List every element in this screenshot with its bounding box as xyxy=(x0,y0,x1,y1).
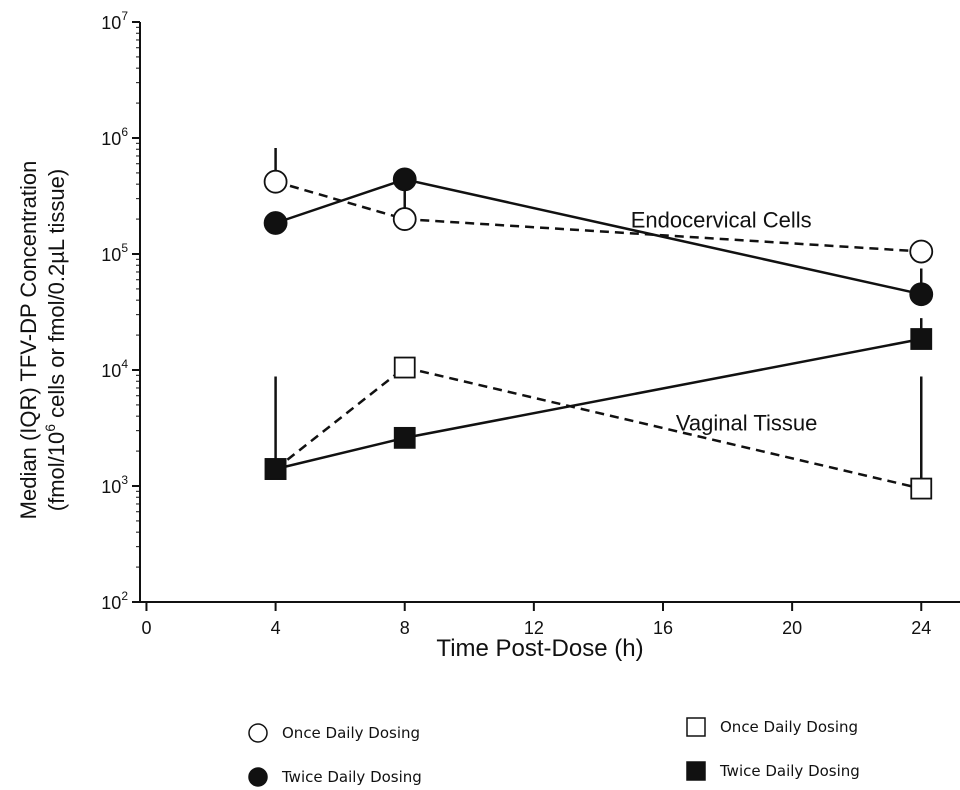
data-point xyxy=(909,239,934,264)
y-tick-label: 102 xyxy=(101,589,128,613)
y-tick-label: 103 xyxy=(101,473,128,497)
y-tick-base: 10 xyxy=(101,477,121,497)
x-tick-label: 20 xyxy=(782,618,802,638)
x-tick-label: 24 xyxy=(911,618,931,638)
y-axis-title-part2: cells or fmol/0.2µL tissue) xyxy=(44,169,69,424)
data-point xyxy=(910,328,933,350)
data-point xyxy=(263,211,288,235)
data-point xyxy=(264,458,287,480)
x-tick-label: 4 xyxy=(271,618,281,638)
y-tick-exponent: 4 xyxy=(121,357,128,371)
data-point xyxy=(392,207,417,231)
y-axis-title-line2: (fmol/106 cells or fmol/0.2µL tissue) xyxy=(42,169,69,511)
y-axis-title-line1: Median (IQR) TFV-DP Concentration xyxy=(16,161,41,520)
series-line xyxy=(275,180,922,253)
series-tissue-twice xyxy=(264,318,933,480)
data-point xyxy=(393,426,416,449)
data-point xyxy=(910,477,933,500)
series-cells-once xyxy=(263,147,934,264)
y-tick-label: 105 xyxy=(101,241,128,265)
x-tick-label: 12 xyxy=(524,618,544,638)
annotation-label: Vaginal Tissue xyxy=(676,411,817,436)
y-tick-base: 10 xyxy=(101,593,121,613)
y-tick-exponent: 3 xyxy=(121,473,128,487)
legend-label: Twice Daily Dosing xyxy=(281,768,422,786)
y-tick-base: 10 xyxy=(101,13,121,33)
legend-marker xyxy=(686,717,706,737)
annotation-label: Endocervical Cells xyxy=(631,207,812,232)
y-tick-base: 10 xyxy=(101,361,121,381)
legend-label: Once Daily Dosing xyxy=(282,724,420,742)
y-tick-exponent: 7 xyxy=(121,9,128,23)
legend-label: Twice Daily Dosing xyxy=(719,762,860,780)
series-line xyxy=(275,337,922,471)
y-tick-exponent: 6 xyxy=(121,125,128,139)
data-point xyxy=(263,169,288,194)
series-cells-twice xyxy=(263,167,934,307)
x-tick-label: 16 xyxy=(653,618,673,638)
y-tick-base: 10 xyxy=(101,129,121,149)
legend: Once Daily Dosing Twice Daily Dosing Once … xyxy=(248,717,860,787)
y-tick-label: 104 xyxy=(101,357,128,381)
data-point xyxy=(393,356,416,379)
y-tick-label: 107 xyxy=(101,9,128,33)
x-axis-title: Time Post-Dose (h) xyxy=(436,635,643,662)
data-point xyxy=(909,282,934,307)
y-tick-label: 106 xyxy=(101,125,128,149)
series-tissue-once xyxy=(264,356,933,500)
y-tick-base: 10 xyxy=(101,245,121,265)
series-line xyxy=(274,366,922,490)
annotations: Endocervical Cells Vaginal Tissue xyxy=(631,207,818,435)
x-tick-label: 0 xyxy=(141,618,151,638)
x-tick-label: 8 xyxy=(400,618,410,638)
series-line xyxy=(275,178,922,296)
axes xyxy=(139,22,960,603)
y-axis-title-part1: (fmol/10 xyxy=(44,432,69,511)
legend-marker xyxy=(248,767,268,787)
series xyxy=(263,147,934,500)
y-tick-exponent: 2 xyxy=(121,589,128,603)
data-point xyxy=(392,167,417,192)
y-tick-exponent: 5 xyxy=(121,241,128,255)
y-axis-title: Median (IQR) TFV-DP Concentration (fmol/… xyxy=(16,161,69,520)
legend-marker xyxy=(686,761,706,781)
y-axis-title-superscript: 6 xyxy=(42,424,58,432)
legend-label: Once Daily Dosing xyxy=(720,718,858,736)
legend-marker xyxy=(248,723,268,743)
